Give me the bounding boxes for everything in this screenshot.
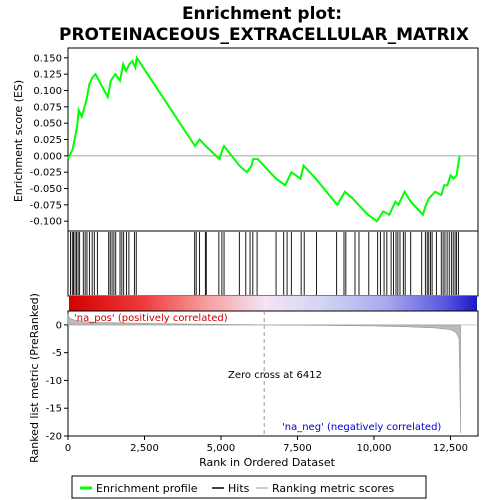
es-y-tick-label: 0.000 [33, 151, 62, 162]
legend: Enrichment profile Hits Ranking metric s… [71, 475, 427, 499]
positive-correlation-label: 'na_pos' (positively correlated) [74, 313, 228, 324]
title-line-1: Enrichment plot: [182, 4, 342, 24]
rank-color-bar [69, 296, 477, 311]
es-y-tick-label: 0.150 [33, 53, 62, 64]
ranking-metric-area [67, 313, 461, 434]
ranked-y-axis-label: Ranked list metric (PreRanked) [28, 293, 41, 463]
ranked-y-tick-label: 0 [56, 320, 62, 331]
es-y-tick-label: -0.075 [30, 200, 62, 211]
zero-cross-annotation: Zero cross at 6412 [228, 370, 322, 381]
es-y-tick-label: -0.100 [30, 217, 62, 228]
rank-gradient [69, 296, 477, 311]
title-line-2: PROTEINACEOUS_EXTRACELLULAR_MATRIX [59, 25, 469, 45]
legend-metric-label: Ranking metric scores [272, 482, 394, 495]
ranked-y-tick-label: -20 [46, 432, 62, 443]
es-y-tick-label: 0.125 [33, 70, 62, 81]
es-y-tick-label: 0.050 [33, 119, 62, 130]
ranked-y-tick-label: -15 [46, 404, 62, 415]
es-y-tick-label: 0.100 [33, 86, 62, 97]
x-tick-label: 12,500 [433, 443, 468, 454]
x-tick-label: 5,000 [207, 443, 236, 454]
x-tick-label: 0 [65, 443, 71, 454]
ranked-y-tick-label: -10 [46, 376, 62, 387]
legend-hits-label: Hits [228, 482, 250, 495]
legend-box [71, 475, 427, 499]
es-y-axis-label: Enrichment score (ES) [12, 80, 25, 202]
ranked-plot-frame [67, 310, 479, 437]
es-y-tick-label: 0.025 [33, 135, 62, 146]
enrichment-score-panel: 0.150 0.125 0.100 0.075 0.050 0.025 0.000 -0.02… [12, 47, 479, 232]
ranked-metric-panel: 0 -5 -10 -15 -20 'na_pos' (positively correl… [28, 293, 479, 463]
negative-correlation-label: 'na_neg' (negatively correlated) [282, 422, 441, 433]
enrichment-profile-line [67, 55, 461, 223]
x-axis-label: Rank in Ordered Dataset [199, 456, 336, 469]
x-tick-label: 10,000 [356, 443, 391, 454]
es-y-tick-label: -0.025 [30, 168, 62, 179]
hits-panel [67, 230, 479, 297]
legend-enrichment-label: Enrichment profile [96, 482, 198, 495]
hits-frame [67, 230, 479, 297]
ranked-y-tick-label: -5 [52, 348, 62, 359]
es-plot-frame [67, 47, 479, 232]
es-y-tick-label: 0.075 [33, 102, 62, 113]
x-tick-label: 7,500 [283, 443, 312, 454]
x-tick-label: 2,500 [130, 443, 159, 454]
es-y-tick-label: -0.050 [30, 184, 62, 195]
